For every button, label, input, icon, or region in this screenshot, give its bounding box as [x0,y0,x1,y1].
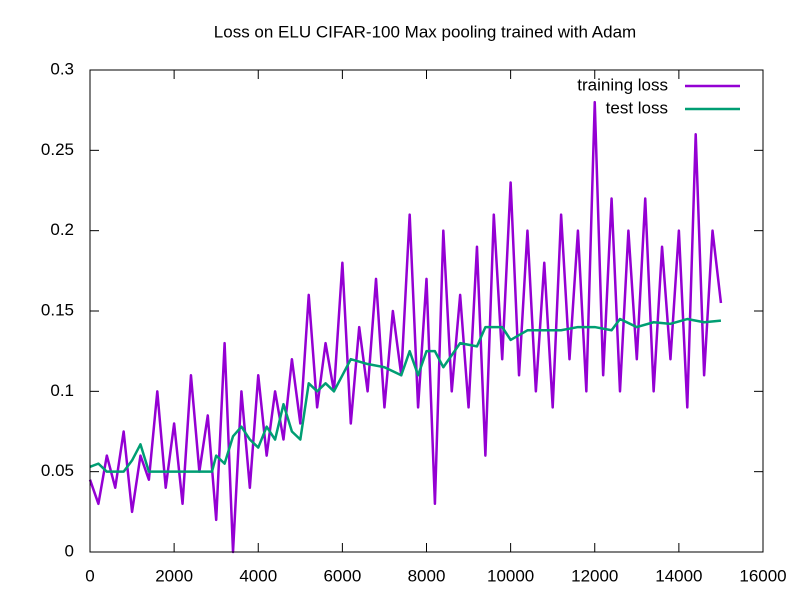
x-tick-label: 4000 [239,566,277,585]
x-tick-label: 16000 [739,566,786,585]
series-line [88,100,723,554]
legend-label: test loss [606,98,668,117]
plot-frame [89,69,764,553]
chart-title: Loss on ELU CIFAR-100 Max pooling traine… [214,22,636,41]
x-tick-label: 14000 [655,566,702,585]
y-tick-label: 0.15 [41,300,74,319]
x-tick-label: 6000 [323,566,361,585]
y-tick-label: 0 [65,541,74,560]
x-tick-label: 0 [85,566,94,585]
y-tick-label: 0.2 [50,220,74,239]
y-tick-label: 0.3 [50,59,74,78]
x-tick-label: 8000 [408,566,446,585]
y-tick-label: 0.05 [41,461,74,480]
y-tick-label: 0.1 [50,381,74,400]
x-tick-label: 12000 [571,566,618,585]
x-tick-label: 2000 [155,566,193,585]
series-line [89,317,722,473]
x-tick-label: 10000 [487,566,534,585]
y-tick-label: 0.25 [41,140,74,159]
legend-label: training loss [577,75,668,94]
